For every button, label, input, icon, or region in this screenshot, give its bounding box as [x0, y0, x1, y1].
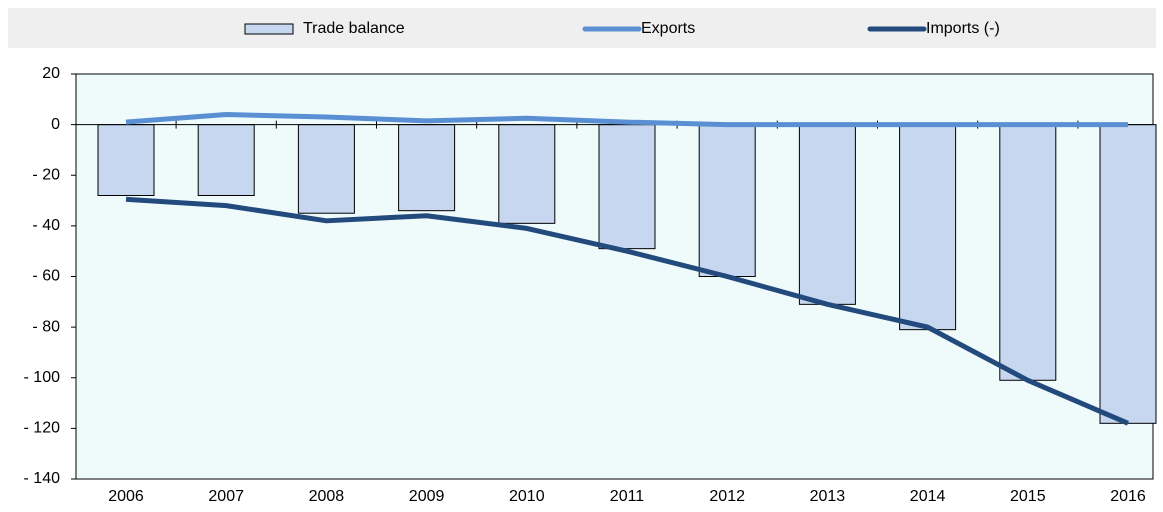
legend-label: Trade balance [303, 20, 405, 37]
bar [498, 124, 556, 224]
y-tick-label: 20 [42, 65, 60, 82]
x-tick-label: 2014 [910, 488, 946, 505]
y-tick-label: - 80 [32, 318, 60, 335]
bar [1099, 124, 1157, 424]
line [125, 196, 1129, 426]
x-tick-label: 2010 [509, 488, 545, 505]
y-tick-label: - 40 [32, 217, 60, 234]
legend-swatch [244, 23, 294, 35]
bar [398, 124, 456, 212]
y-tick-label: - 100 [24, 369, 61, 386]
x-tick-label: 2015 [1010, 488, 1046, 505]
bar [197, 124, 255, 196]
bar [297, 124, 355, 214]
bar [698, 124, 756, 277]
y-tick-label: - 140 [24, 470, 61, 487]
x-tick-label: 2013 [810, 488, 846, 505]
y-tick-label: - 60 [32, 268, 60, 285]
x-tick-label: 2011 [610, 488, 645, 505]
y-tick-label: - 20 [32, 166, 60, 183]
bar [999, 124, 1057, 381]
y-tick-label: 0 [51, 116, 60, 133]
legend-label: Exports [641, 20, 695, 37]
x-tick-label: 2007 [208, 488, 244, 505]
y-tick-label: - 120 [24, 420, 61, 437]
x-tick-label: 2016 [1110, 488, 1146, 505]
legend-label: Imports (-) [926, 20, 1000, 37]
x-tick-label: 2008 [309, 488, 345, 505]
legend-band [8, 8, 1156, 48]
bar [97, 124, 155, 196]
x-tick-label: 2009 [409, 488, 445, 505]
bar [798, 124, 856, 305]
bar [598, 124, 656, 250]
bar [899, 124, 957, 331]
line [125, 112, 1128, 128]
x-tick-label: 2012 [709, 488, 745, 505]
x-tick-label: 2006 [108, 488, 144, 505]
